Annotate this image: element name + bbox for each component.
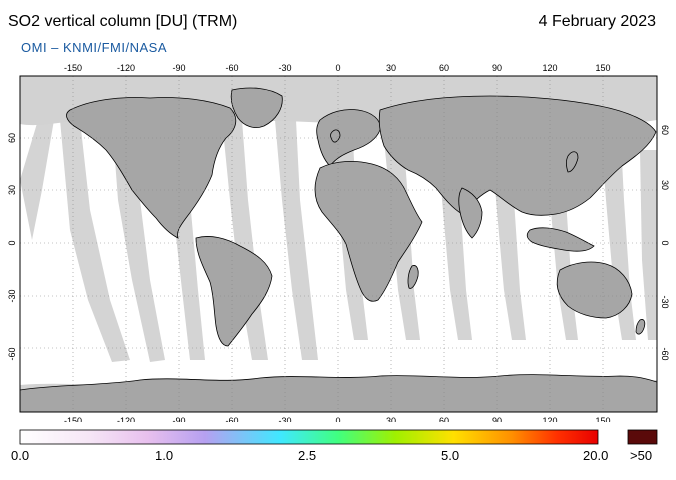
lon-tick-top: -120 <box>117 63 135 73</box>
lat-tick-left: 60 <box>7 133 17 143</box>
lon-tick-top: 0 <box>335 63 340 73</box>
lat-tick-left: -30 <box>7 289 17 302</box>
colorbar-label: 20.0 <box>583 448 609 463</box>
lon-tick-top: -150 <box>64 63 82 73</box>
lat-tick-right: 30 <box>660 180 670 190</box>
lon-tick-top: 30 <box>386 63 396 73</box>
lon-tick-bottom: 30 <box>386 416 396 422</box>
lon-tick-bottom: 90 <box>492 416 502 422</box>
continents <box>20 87 657 412</box>
colorbar-overflow-label: >50 <box>630 448 653 463</box>
lat-tick-left: 30 <box>7 185 17 195</box>
colorbar-label: 1.0 <box>155 448 174 463</box>
new-zealand <box>635 319 646 335</box>
colorbar-label: 0.0 <box>11 448 30 463</box>
japan <box>566 151 579 173</box>
uk <box>330 129 341 143</box>
lon-tick-bottom: -120 <box>117 416 135 422</box>
map-frame <box>19 75 658 413</box>
lat-tick-left: 0 <box>7 240 17 245</box>
lon-tick-bottom: 120 <box>542 416 557 422</box>
lon-tick-top: 120 <box>542 63 557 73</box>
lon-tick-top: 60 <box>439 63 449 73</box>
map-title: SO2 vertical column [DU] (TRM) <box>8 13 238 30</box>
antarctica <box>20 374 657 412</box>
india <box>458 187 483 239</box>
greenland <box>230 87 283 128</box>
data-credit: OMI – KNMI/FMI/NASA <box>21 40 168 55</box>
colorbar-overflow-swatch <box>627 429 658 445</box>
lon-tick-bottom: -90 <box>172 416 185 422</box>
so2-colorbar <box>19 429 658 445</box>
lat-tick-right: -30 <box>660 295 670 308</box>
asia <box>378 95 657 216</box>
lat-tick-right: 60 <box>660 125 670 135</box>
africa <box>314 160 423 302</box>
lon-tick-bottom: 60 <box>439 416 449 422</box>
colorbar-gradient <box>19 429 599 445</box>
colorbar-label: 5.0 <box>441 448 460 463</box>
lon-tick-top: 150 <box>595 63 610 73</box>
lat-tick-right: 0 <box>660 240 670 245</box>
map-date: 4 February 2023 <box>538 13 656 30</box>
lon-tick-bottom: 0 <box>335 416 340 422</box>
lon-tick-top: -90 <box>172 63 185 73</box>
madagascar <box>407 265 419 289</box>
south-america <box>195 236 273 347</box>
lon-tick-top: -30 <box>278 63 291 73</box>
lon-tick-bottom: -30 <box>278 416 291 422</box>
north-america <box>66 97 237 239</box>
lon-tick-top: -60 <box>225 63 238 73</box>
lat-tick-left: -60 <box>7 347 17 360</box>
lat-tick-right: -60 <box>660 347 670 360</box>
lon-tick-bottom: 150 <box>595 416 610 422</box>
graticule <box>20 76 657 412</box>
colorbar-label: 2.5 <box>298 448 317 463</box>
southeast-asia-islands <box>526 227 595 252</box>
australia <box>556 261 633 319</box>
so2-world-map: -150 -120 -90 -60 -30 0 30 60 90 120 150… <box>7 63 670 422</box>
lon-tick-top: 90 <box>492 63 502 73</box>
lon-tick-bottom: -60 <box>225 416 238 422</box>
lon-tick-bottom: -150 <box>64 416 82 422</box>
